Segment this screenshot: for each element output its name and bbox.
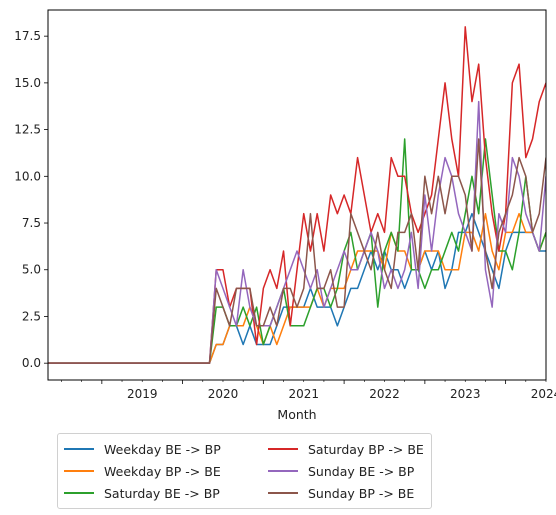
series-line-weekday-be-bp <box>48 212 546 364</box>
series-line-saturday-bp-be <box>48 26 546 364</box>
legend-item: Weekday BE -> BP <box>64 440 221 458</box>
x-tick-label: 2019 <box>127 387 158 401</box>
y-axis: 0.0 2.5 5.0 7.5 10.0 12.5 15.0 17.5 <box>14 29 48 370</box>
legend-item: Saturday BE -> BP <box>64 484 220 502</box>
x-axis: 2019 2020 2021 2022 2023 2024 <box>61 380 556 401</box>
legend-label: Sunday BP -> BE <box>308 485 415 501</box>
series-line-sunday-be-bp <box>48 100 546 364</box>
legend-item: Saturday BP -> BE <box>268 440 424 458</box>
legend-label: Weekday BE -> BP <box>104 441 221 457</box>
legend-swatch <box>268 470 298 472</box>
series-line-weekday-bp-be <box>48 212 546 364</box>
y-tick-label: 12.5 <box>14 123 41 137</box>
y-tick-label: 0.0 <box>22 356 41 370</box>
legend-swatch <box>64 448 94 450</box>
x-tick-label: 2021 <box>288 387 319 401</box>
x-tick-label: 2023 <box>450 387 481 401</box>
legend: Weekday BE -> BP Weekday BP -> BE Saturday… <box>57 433 432 509</box>
legend-label: Weekday BP -> BE <box>104 463 221 479</box>
legend-swatch <box>64 470 94 472</box>
y-tick-label: 10.0 <box>14 169 41 183</box>
x-tick-label: 2022 <box>369 387 400 401</box>
y-tick-label: 7.5 <box>22 216 41 230</box>
legend-label: Saturday BE -> BP <box>104 485 220 501</box>
y-tick-label: 17.5 <box>14 29 41 43</box>
series-line-sunday-bp-be <box>48 138 546 364</box>
x-tick-label: 2024 <box>531 387 556 401</box>
legend-item: Sunday BP -> BE <box>268 484 414 502</box>
legend-item: Weekday BP -> BE <box>64 462 221 480</box>
legend-label: Saturday BP -> BE <box>308 441 424 457</box>
legend-item: Sunday BE -> BP <box>268 462 414 480</box>
x-tick-label: 2020 <box>208 387 239 401</box>
legend-label: Sunday BE -> BP <box>308 463 415 479</box>
x-axis-label: Month <box>277 407 316 422</box>
y-tick-label: 15.0 <box>14 76 41 90</box>
legend-swatch <box>268 448 298 450</box>
y-tick-label: 2.5 <box>22 309 41 323</box>
series-layer <box>48 26 546 364</box>
legend-swatch <box>268 492 298 494</box>
plot-frame <box>47 9 547 381</box>
y-tick-label: 5.0 <box>22 263 41 277</box>
legend-swatch <box>64 492 94 494</box>
